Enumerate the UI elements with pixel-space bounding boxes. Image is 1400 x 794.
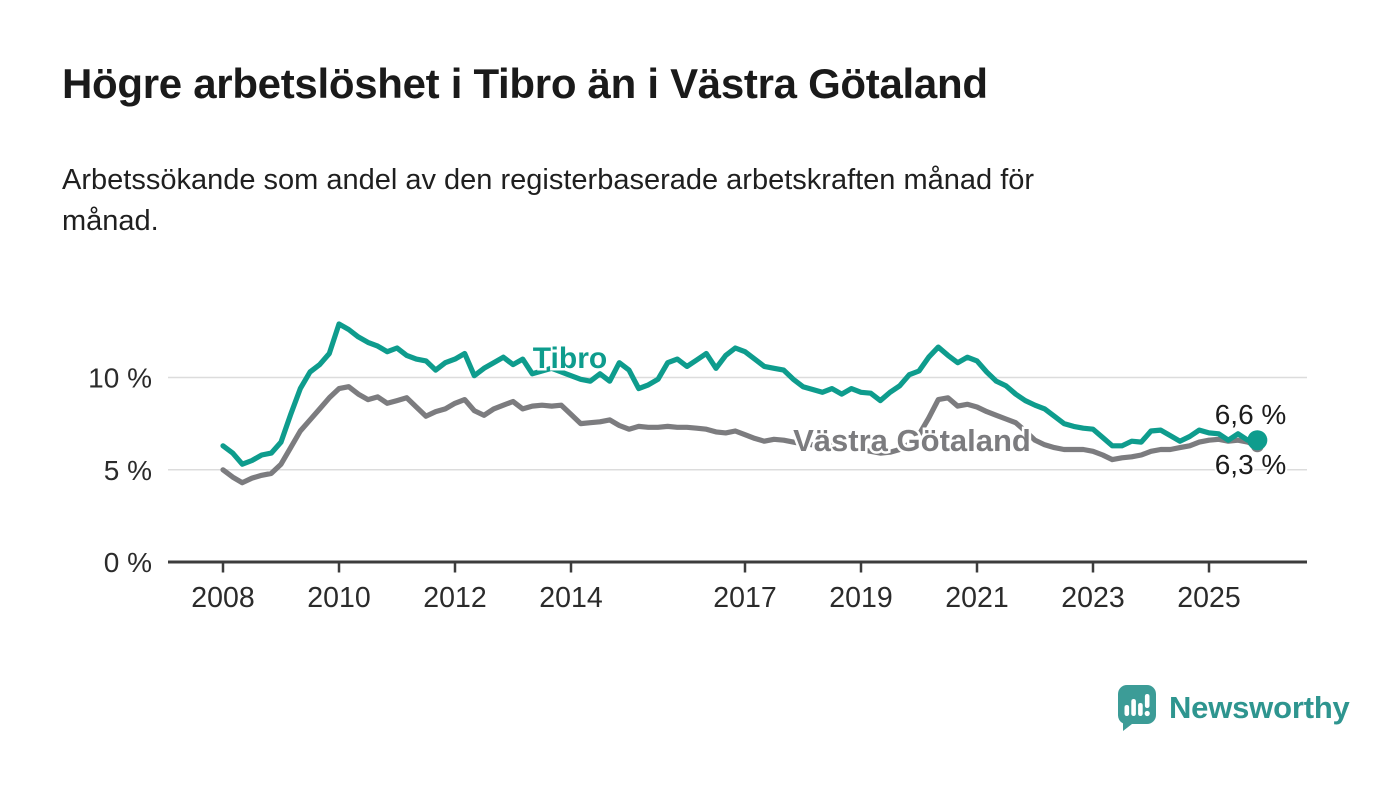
tibro-end-value-label: 6,6 % [1215,399,1287,430]
vastra-gotaland-line [220,384,1260,486]
tibro-series-label: Tibro [533,342,607,375]
newsworthy-speech-bubble-icon [1117,685,1156,731]
y-tick-label: 5 % [104,455,152,486]
x-tick-label: 2014 [539,582,603,614]
y-tick-label: 10 % [88,363,152,394]
newsworthy-logo: Newsworthy [1117,684,1350,732]
vastra-gotaland-series-label: Västra Götaland [793,423,1031,458]
x-tick-label: 2021 [945,582,1008,614]
chart-subtitle: Arbetssökande som andel av den registerb… [62,164,1035,238]
chart-title: Högre arbetslöshet i Tibro än i Västra G… [62,60,988,107]
newsworthy-logo-text: Newsworthy [1169,690,1350,725]
tibro-end-dot [1247,430,1268,451]
x-tick-label: 2010 [307,582,370,614]
y-tick-label: 0 % [104,547,152,578]
x-tick-label: 2023 [1061,582,1124,614]
x-tick-label: 2025 [1177,582,1240,614]
x-tick-label: 2012 [423,582,486,614]
tibro-line [220,321,1260,467]
x-tick-label: 2017 [713,582,776,614]
x-tick-label: 2019 [829,582,892,614]
x-tick-label: 2008 [191,582,254,614]
vastra-gotaland-end-value-label: 6,3 % [1215,449,1287,480]
